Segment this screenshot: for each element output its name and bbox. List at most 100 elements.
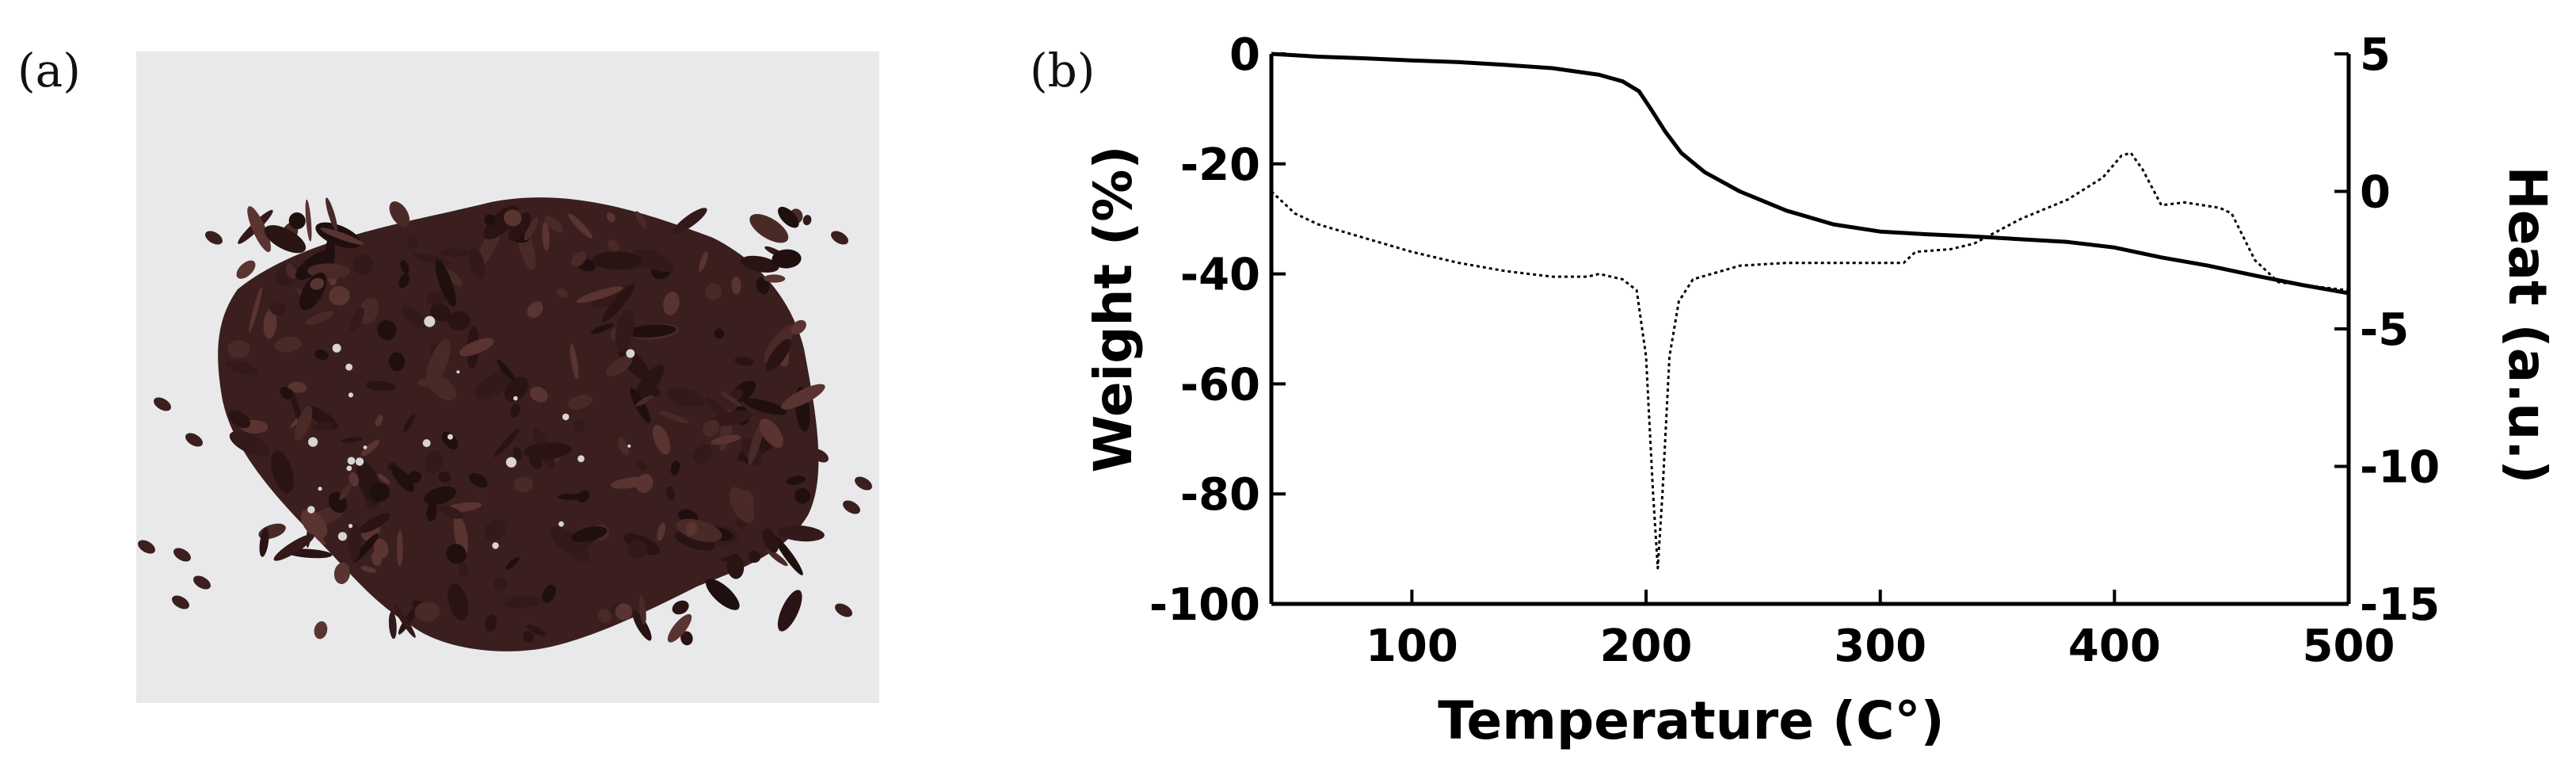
y-tick-label: 0: [1229, 29, 1260, 81]
powder-flake: [320, 227, 364, 245]
x-axis-title: Temperature (C°): [1438, 690, 1944, 751]
powder-flake: [311, 422, 333, 431]
powder-flake: [403, 413, 415, 433]
powder-flake: [630, 388, 651, 424]
powder-flake: [635, 460, 648, 472]
powder-flake: [329, 285, 350, 306]
powder-flake: [398, 273, 410, 288]
powder-flake: [225, 361, 258, 376]
powder-flake: [280, 386, 292, 400]
powder-flake: [401, 307, 427, 330]
scattered-flake: [831, 231, 848, 245]
y2-tick-label: 0: [2360, 167, 2391, 219]
powder-flake: [615, 603, 633, 621]
powder-flake: [503, 595, 541, 609]
heat-flow-line: [1270, 151, 2349, 570]
highlight-speck: [348, 392, 353, 398]
powder-flake: [375, 414, 383, 427]
powder-flake: [529, 386, 548, 403]
powder-flake: [264, 225, 307, 254]
powder-flake: [469, 472, 488, 488]
powder-flake: [429, 303, 452, 322]
powder-flake: [341, 437, 364, 443]
powder-flake: [615, 309, 634, 352]
highlight-speck: [558, 521, 564, 527]
powder-flake: [339, 483, 352, 500]
powder-flake: [526, 624, 546, 636]
powder-flake: [721, 556, 735, 562]
powder-flake: [542, 222, 550, 251]
highlight-speck: [347, 456, 356, 465]
powder-flake: [352, 533, 379, 563]
powder-flake: [734, 357, 754, 366]
powder-flake: [709, 410, 752, 427]
powder-flake: [772, 249, 802, 269]
powder-flake: [608, 239, 619, 252]
powder-flake: [305, 311, 334, 326]
powder-flake: [672, 600, 689, 615]
powder-flake: [493, 577, 507, 592]
powder-flake: [493, 429, 520, 457]
powder-flake: [475, 369, 513, 399]
highlight-speck: [422, 439, 431, 448]
powder-flake: [685, 521, 698, 537]
highlight-speck: [337, 532, 347, 541]
scattered-flake: [843, 500, 860, 514]
powder-flake: [333, 562, 350, 584]
powder-flake: [597, 609, 612, 624]
powder-flake: [756, 277, 770, 295]
powder-flake: [556, 288, 568, 298]
powder-flake: [523, 630, 534, 644]
powder-flake: [505, 557, 520, 570]
panel-label-b: (b): [1030, 44, 1096, 97]
powder-flake: [611, 476, 648, 489]
powder-flake: [626, 324, 676, 338]
y2-tick-label: -15: [2360, 579, 2440, 631]
powder-flake: [414, 602, 440, 622]
powder-flake: [777, 525, 825, 542]
powder-flake: [590, 323, 614, 334]
powder-flake: [425, 290, 449, 305]
powder-flake: [361, 440, 379, 456]
powder-flake: [288, 381, 307, 393]
powder-flake: [778, 206, 799, 228]
powder-pile: [138, 197, 872, 651]
highlight-speck: [447, 434, 453, 440]
powder-flake: [459, 338, 494, 357]
powder-flake: [270, 302, 287, 315]
powder-flake: [657, 522, 665, 541]
powder-flake: [358, 513, 391, 533]
powder-flake: [570, 344, 579, 380]
powder-flake: [484, 214, 496, 226]
x-tick-label: 500: [2303, 621, 2395, 672]
powder-flake: [388, 611, 397, 640]
powder-flake: [349, 307, 364, 332]
x-tick-label: 200: [1600, 621, 1693, 672]
powder-flake: [673, 208, 707, 234]
powder-flake: [705, 396, 726, 417]
powder-flake: [601, 283, 635, 323]
powder-flake: [524, 442, 572, 460]
highlight-speck: [346, 465, 352, 472]
powder-flake: [424, 486, 456, 506]
powder-flake: [309, 526, 326, 545]
powder-flake: [348, 524, 361, 561]
plot-frame: [1269, 54, 2351, 606]
powder-flake: [444, 268, 463, 287]
powder-flake: [448, 311, 471, 331]
x-tick-label: 100: [1366, 621, 1458, 672]
powder-flake: [426, 502, 437, 521]
powder-flake: [228, 410, 251, 429]
y2-tick-label: -5: [2360, 304, 2409, 356]
powder-flake: [457, 560, 469, 578]
powder-flake: [705, 579, 740, 610]
powder-flake: [295, 250, 333, 281]
powder-flake: [632, 610, 652, 641]
powder-flake: [743, 398, 787, 415]
scattered-flake: [855, 476, 872, 491]
y-tick-label: -20: [1180, 139, 1260, 191]
powder-flake: [635, 395, 654, 407]
powder-flake: [249, 286, 262, 333]
powder-flake: [448, 583, 468, 621]
powder-flake: [396, 529, 403, 567]
